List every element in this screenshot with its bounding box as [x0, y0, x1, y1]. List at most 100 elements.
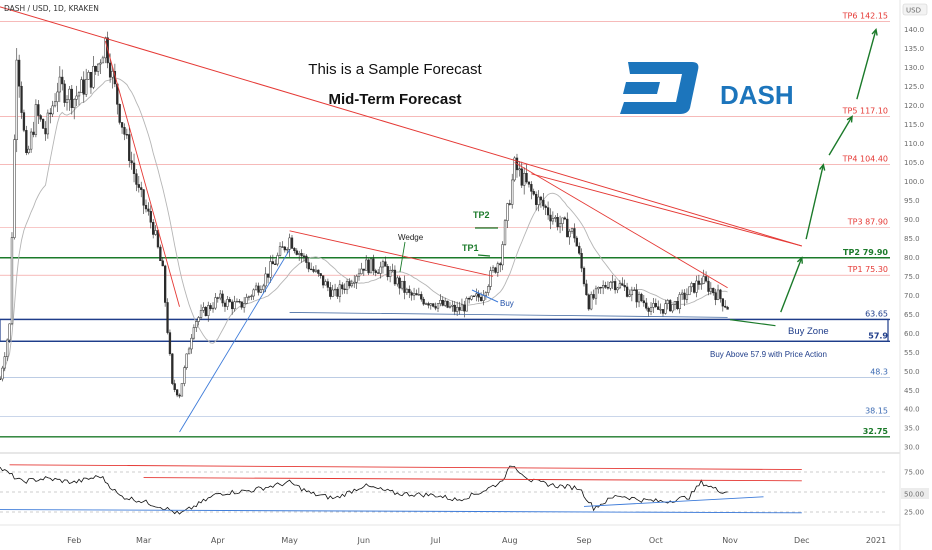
candle-body: [56, 91, 59, 103]
candle-body: [623, 285, 626, 288]
candle-body: [616, 287, 619, 291]
candle-body: [202, 307, 205, 311]
candle-body: [61, 76, 64, 85]
candle-body: [573, 228, 576, 239]
candle-body: [568, 231, 571, 238]
level-label: TP1 75.30: [847, 265, 888, 274]
time-tick-label: May: [281, 536, 298, 545]
candle-body: [534, 193, 538, 205]
candle-body: [424, 303, 428, 305]
candle-body: [183, 367, 186, 384]
candle-body: [149, 211, 152, 223]
candle-body: [625, 286, 629, 297]
candle-body: [257, 285, 260, 293]
candle-body: [51, 105, 54, 115]
candle-body: [544, 205, 547, 208]
candle-body: [338, 284, 342, 297]
candle-body: [137, 184, 140, 188]
candle-body: [276, 255, 279, 265]
candle-body: [702, 276, 705, 284]
candle-body: [525, 173, 528, 183]
level-label: 38.15: [865, 406, 888, 415]
candle-body: [539, 196, 543, 201]
forecast-arrow-shaft: [856, 29, 877, 100]
candle-body: [0, 378, 2, 380]
level-label: TP3 87.90: [847, 217, 888, 226]
candle-body: [27, 148, 30, 154]
candle-body: [527, 181, 531, 185]
candle-body: [231, 301, 234, 310]
candle-body: [355, 275, 358, 283]
forecast-arrow-shaft: [828, 116, 853, 156]
candle-body: [671, 304, 674, 312]
candle-body: [673, 300, 677, 305]
candle-body: [87, 71, 90, 80]
candle-body: [331, 289, 334, 297]
candle-body: [20, 85, 23, 113]
candle-body: [513, 157, 516, 181]
candle-body: [216, 297, 219, 299]
candle-body: [654, 303, 657, 307]
trendline-aug-resistance: [531, 173, 802, 247]
candle-body: [211, 307, 215, 310]
candle-body: [147, 208, 150, 212]
candle-body: [8, 323, 11, 341]
price-tick-label: 55.0: [904, 349, 920, 357]
level-label: TP4 104.40: [842, 155, 888, 164]
candle-body: [384, 261, 387, 267]
price-tick-label: 95.0: [904, 197, 920, 205]
candle-body: [611, 281, 614, 283]
candle-body: [551, 218, 555, 222]
candle-body: [460, 304, 464, 311]
trendline-crash: [104, 40, 180, 307]
time-tick-label: Aug: [502, 536, 518, 545]
candle-body: [726, 306, 729, 310]
candle-body: [25, 130, 28, 154]
price-tick-label: 125.0: [904, 83, 924, 91]
candle-body: [417, 294, 421, 296]
candle-body: [204, 307, 207, 316]
candle-body: [269, 261, 272, 278]
candle-body: [398, 277, 401, 289]
candle-body: [503, 220, 507, 245]
candle-body: [455, 307, 459, 312]
candle-body: [34, 104, 38, 135]
candle-body: [597, 286, 600, 290]
candle-body: [704, 276, 708, 282]
symbol-label: DASH / USD, 1D, KRAKEN: [4, 4, 99, 13]
candle-body: [250, 295, 253, 298]
candle-body: [195, 321, 198, 328]
candle-body: [714, 292, 717, 300]
forecast-arrow-head: [796, 256, 803, 264]
rsi-support-line: [0, 509, 802, 514]
candle-body: [369, 258, 373, 274]
candle-body: [659, 309, 662, 311]
candle-body: [566, 218, 569, 238]
candle-body: [118, 104, 121, 123]
candle-body: [472, 295, 476, 298]
candle-body: [367, 259, 370, 274]
candle-body: [104, 37, 107, 59]
candle-body: [405, 288, 409, 293]
candle-body: [324, 281, 327, 286]
rsi-line: [0, 465, 728, 515]
price-tick-label: 135.0: [904, 45, 924, 53]
rsi-pane: [0, 464, 888, 515]
candle-body: [77, 92, 81, 97]
candle-body: [266, 273, 270, 278]
price-tick-label: 80.0: [904, 254, 920, 262]
currency-badge[interactable]: [902, 3, 928, 16]
level-label: 48.3: [870, 368, 888, 377]
candle-body: [391, 269, 394, 272]
candle-body: [252, 289, 255, 297]
price-tick-label: 40.0: [904, 406, 920, 414]
candle-body: [444, 300, 447, 306]
candle-body: [240, 301, 243, 308]
candle-body: [388, 270, 392, 278]
tp1-pointer: [477, 254, 491, 257]
candle-body: [724, 305, 727, 308]
candle-body: [32, 131, 35, 135]
candle-body: [640, 293, 643, 301]
price-tick-label: 130.0: [904, 64, 924, 72]
candle-body: [238, 300, 241, 303]
